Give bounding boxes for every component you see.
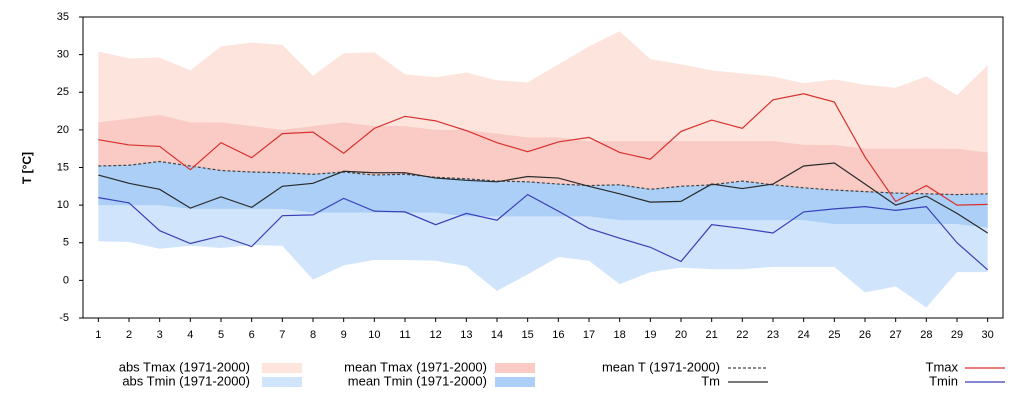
y-tick-label: 15 bbox=[57, 161, 69, 173]
x-tick-label: 19 bbox=[644, 329, 656, 341]
x-tick-label: 12 bbox=[430, 329, 442, 341]
y-tick-label: -5 bbox=[59, 312, 69, 324]
y-tick-label: 35 bbox=[57, 11, 69, 23]
legend-label: Tmin bbox=[929, 373, 958, 388]
series-line bbox=[98, 162, 988, 234]
x-tick-label: 14 bbox=[491, 329, 503, 341]
x-tick-label: 11 bbox=[399, 329, 410, 341]
x-tick-label: 30 bbox=[982, 329, 994, 341]
x-tick-label: 7 bbox=[279, 329, 285, 341]
y-tick-label: 5 bbox=[63, 237, 69, 249]
y-tick-label: 20 bbox=[57, 124, 69, 136]
series-line bbox=[98, 160, 988, 196]
x-tick-label: 23 bbox=[767, 329, 779, 341]
x-tick-label: 5 bbox=[218, 329, 224, 341]
legend-label: abs Tmin (1971-2000) bbox=[122, 373, 250, 388]
band-area bbox=[98, 114, 988, 195]
x-tick-label: 10 bbox=[368, 329, 380, 341]
x-tick-label: 28 bbox=[920, 329, 932, 341]
legend-swatch bbox=[495, 377, 535, 387]
x-tick-label: 18 bbox=[614, 329, 626, 341]
legend-label: Tmax bbox=[926, 359, 959, 374]
legend-label: mean Tmax (1971-2000) bbox=[344, 359, 487, 374]
x-tick-label: 22 bbox=[736, 329, 748, 341]
x-tick-label: 27 bbox=[890, 329, 902, 341]
x-tick-label: 1 bbox=[95, 329, 101, 341]
y-tick-label: 25 bbox=[57, 86, 69, 98]
x-tick-label: 29 bbox=[951, 329, 963, 341]
y-tick-label: 0 bbox=[63, 274, 69, 286]
x-tick-label: 9 bbox=[341, 329, 347, 341]
x-tick-label: 13 bbox=[460, 329, 472, 341]
x-tick-label: 17 bbox=[583, 329, 595, 341]
x-tick-label: 4 bbox=[187, 329, 193, 341]
x-tick-label: 15 bbox=[522, 329, 534, 341]
legend-label: abs Tmax (1971-2000) bbox=[119, 359, 250, 374]
x-tick-label: 2 bbox=[126, 329, 132, 341]
y-tick-label: 30 bbox=[57, 49, 69, 61]
x-tick-label: 26 bbox=[859, 329, 871, 341]
series-line bbox=[98, 193, 989, 271]
legend-swatch bbox=[262, 377, 302, 387]
x-tick-label: 16 bbox=[552, 329, 564, 341]
legend-label: mean T (1971-2000) bbox=[602, 359, 720, 374]
legend-label: mean Tmin (1971-2000) bbox=[348, 373, 487, 388]
x-tick-label: 21 bbox=[706, 329, 718, 341]
x-tick-label: 6 bbox=[249, 329, 255, 341]
legend-swatch bbox=[495, 363, 535, 373]
y-axis-label: T [°C] bbox=[20, 152, 34, 184]
series-line bbox=[98, 93, 988, 206]
y-tick-label: 10 bbox=[57, 199, 69, 211]
x-tick-label: 24 bbox=[798, 329, 810, 341]
legend-label: Tm bbox=[701, 373, 720, 388]
x-tick-label: 3 bbox=[157, 329, 163, 341]
x-tick-label: 20 bbox=[675, 329, 687, 341]
legend-swatch bbox=[262, 363, 302, 373]
x-tick-label: 8 bbox=[310, 329, 316, 341]
x-tick-label: 25 bbox=[828, 329, 840, 341]
